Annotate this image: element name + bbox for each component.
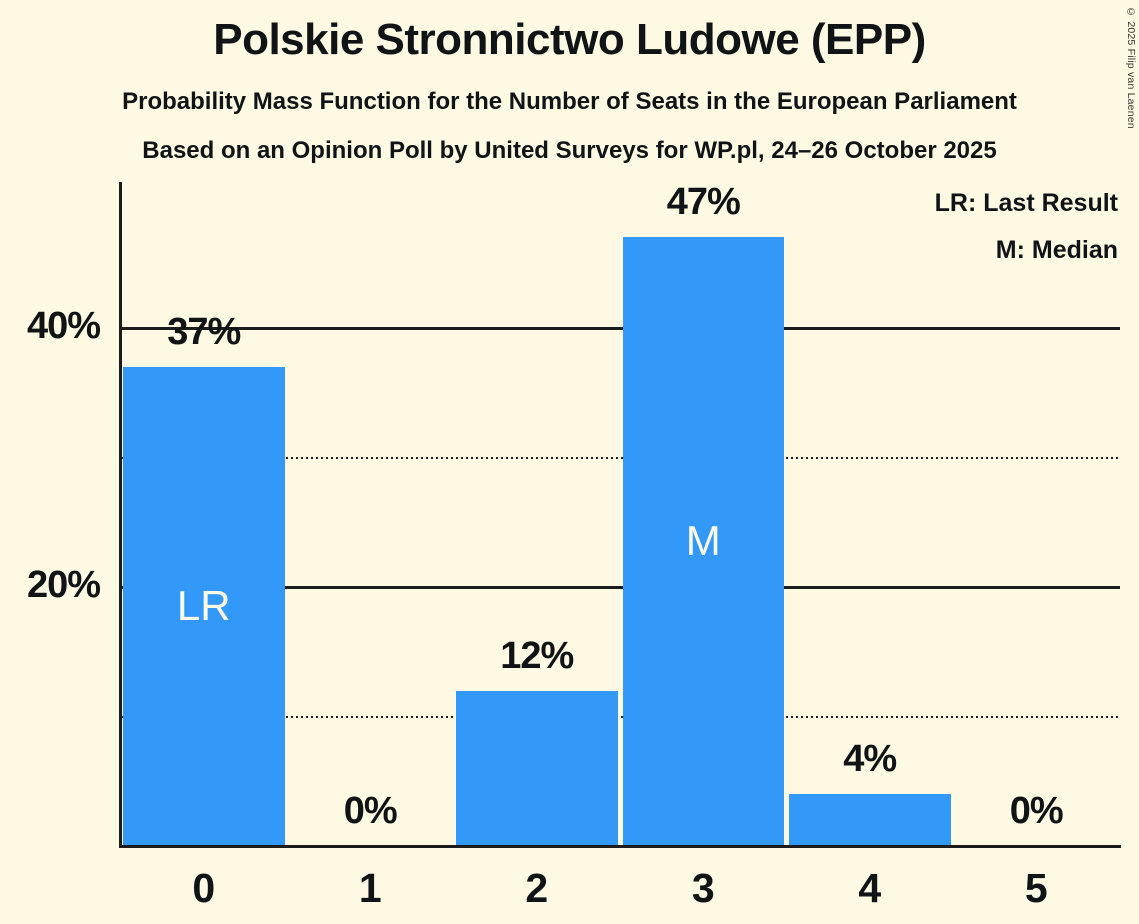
y-tick-label-20: 20% — [26, 564, 101, 606]
x-tick-label-1: 1 — [358, 865, 382, 911]
x-tick-label-4: 4 — [858, 865, 882, 911]
bar-annotation-m: M — [685, 517, 721, 565]
x-tick-label-3: 3 — [691, 865, 715, 911]
x-tick-label-5: 5 — [1024, 865, 1048, 911]
gridline-dotted-30 — [120, 456, 1120, 459]
chart-subtitle-function: Probability Mass Function for the Number… — [122, 88, 1017, 115]
gridline-dotted-10 — [120, 715, 1120, 718]
chart-subtitle-poll: Based on an Opinion Poll by United Surve… — [142, 137, 997, 164]
bar-seats-4 — [789, 794, 951, 845]
gridline-solid-20 — [120, 586, 1120, 589]
copyright-notice: © 2025 Filip van Laenen — [1125, 6, 1137, 129]
bar-value-label-2: 12% — [500, 634, 574, 677]
bar-seats-3 — [622, 237, 784, 845]
legend-median: M: Median — [995, 236, 1118, 264]
bar-seats-2 — [456, 690, 618, 845]
x-tick-label-0: 0 — [192, 865, 216, 911]
x-axis-line — [119, 845, 1121, 848]
bar-value-label-0: 37% — [167, 310, 241, 353]
x-tick-label-2: 2 — [525, 865, 549, 911]
bar-value-label-1: 0% — [343, 790, 398, 832]
bar-seats-0 — [123, 366, 285, 845]
chart-legend: LR: Last Result M: Median — [935, 191, 1118, 263]
chart-title: Polskie Stronnictwo Ludowe (EPP) — [213, 15, 926, 64]
bar-value-label-5: 0% — [1009, 790, 1064, 832]
y-tick-label-40: 40% — [26, 305, 101, 347]
bar-annotation-lr: LR — [176, 581, 231, 629]
legend-last-result: LR: Last Result — [934, 189, 1118, 217]
gridline-solid-40 — [120, 327, 1120, 330]
y-axis-line — [119, 182, 122, 848]
bar-value-label-3: 47% — [666, 181, 741, 224]
bar-value-label-4: 4% — [843, 738, 897, 781]
